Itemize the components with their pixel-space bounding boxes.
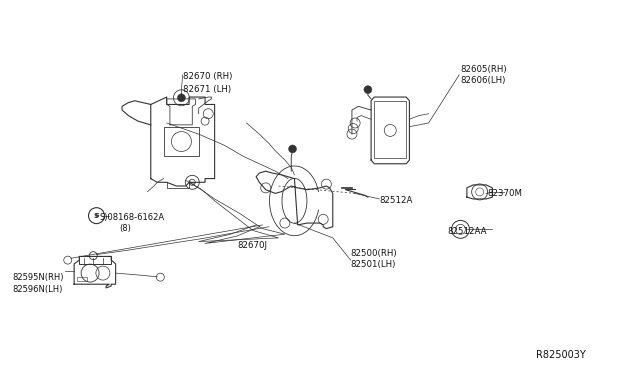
Text: 82512A: 82512A (380, 196, 413, 205)
Text: 82605(RH): 82605(RH) (461, 65, 507, 74)
Text: S)08168-6162A: S)08168-6162A (100, 213, 165, 222)
Bar (77, 277, 87, 280)
Text: 82606(LH): 82606(LH) (461, 76, 506, 85)
Text: 82671 (LH): 82671 (LH) (182, 85, 231, 94)
Text: 82370M: 82370M (487, 189, 522, 198)
Text: 82670J: 82670J (237, 241, 267, 250)
Text: 82501(LH): 82501(LH) (351, 260, 396, 269)
Bar (164, 127, 198, 156)
Text: 82596N(LH): 82596N(LH) (12, 285, 63, 294)
Text: 82670 (RH): 82670 (RH) (182, 72, 232, 81)
Text: 82595N(RH): 82595N(RH) (12, 273, 64, 282)
Text: 82512AA: 82512AA (448, 227, 487, 236)
Text: S: S (94, 213, 99, 218)
Bar (374, 101, 406, 158)
Circle shape (289, 145, 296, 153)
Text: (8): (8) (119, 224, 131, 233)
Text: 82500(RH): 82500(RH) (351, 249, 397, 258)
Circle shape (177, 94, 186, 102)
Text: S: S (94, 213, 99, 219)
Bar (79, 256, 111, 264)
Circle shape (364, 86, 372, 94)
Text: R825003Y: R825003Y (536, 350, 586, 360)
